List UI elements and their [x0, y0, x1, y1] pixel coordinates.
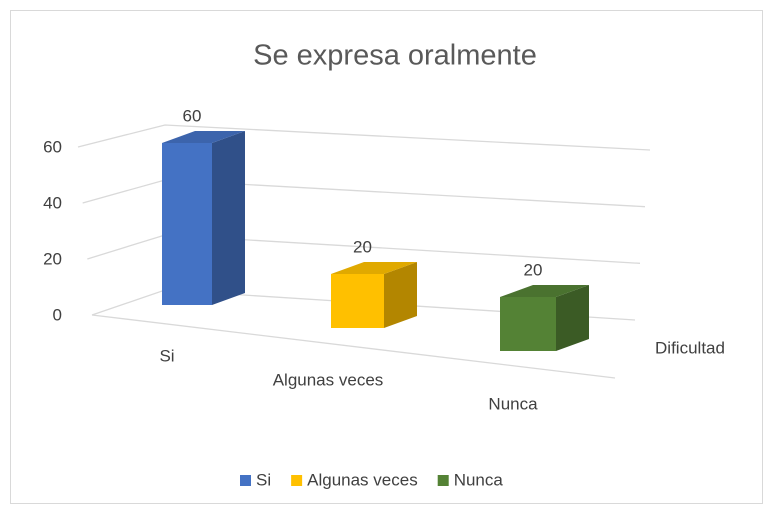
- series-axis-label: Algunas veces: [273, 370, 384, 389]
- bar: [500, 297, 556, 351]
- series-axis-label: Si: [159, 346, 174, 365]
- legend-label: Algunas veces: [307, 470, 418, 489]
- value-label: 60: [183, 106, 202, 125]
- depth-axis-label: Dificultad: [655, 338, 725, 357]
- value-label: 20: [353, 237, 372, 256]
- chart-border: [10, 10, 763, 504]
- y-tick-label: 60: [43, 137, 62, 156]
- bar: [331, 274, 384, 328]
- bar-top: [162, 131, 245, 143]
- y-tick-label: 40: [43, 193, 62, 212]
- y-tick-label: 20: [43, 249, 62, 268]
- legend-label: Si: [256, 470, 271, 489]
- legend-swatch: [437, 475, 449, 486]
- bar-side: [556, 285, 589, 351]
- legend-swatch: [240, 475, 251, 486]
- legend-label: Nunca: [454, 470, 504, 489]
- floor-front-edge: [91, 314, 616, 379]
- bar: [162, 143, 212, 305]
- value-label: 20: [524, 260, 543, 279]
- bar-side: [384, 262, 417, 328]
- y-tick-label: 0: [53, 305, 62, 324]
- legend-swatch: [291, 475, 303, 486]
- grid-line: [77, 124, 651, 151]
- bar-side: [212, 131, 245, 305]
- series-axis-label: Nunca: [488, 394, 538, 413]
- bar-top: [331, 262, 417, 274]
- chart-title: Se expresa oralmente: [253, 40, 537, 72]
- bar-top: [500, 285, 589, 297]
